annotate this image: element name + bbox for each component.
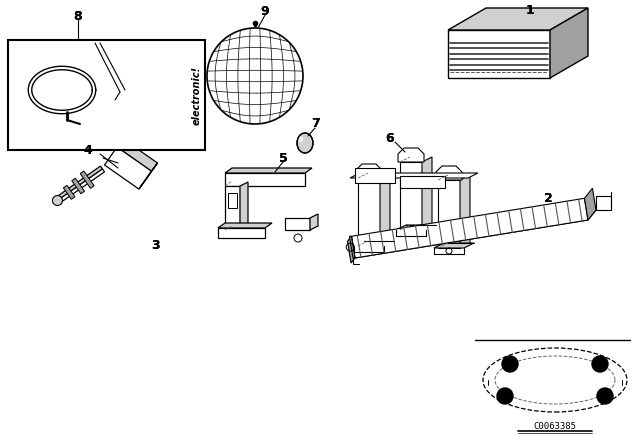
Polygon shape xyxy=(72,178,84,194)
Polygon shape xyxy=(133,53,163,108)
Text: 5: 5 xyxy=(278,151,287,164)
Circle shape xyxy=(207,28,303,124)
Ellipse shape xyxy=(297,133,313,153)
Polygon shape xyxy=(56,166,102,201)
Text: 8: 8 xyxy=(74,9,83,22)
Polygon shape xyxy=(58,169,104,203)
Bar xyxy=(8,40,205,150)
Polygon shape xyxy=(285,218,310,230)
Polygon shape xyxy=(351,198,588,258)
Polygon shape xyxy=(225,168,312,173)
Polygon shape xyxy=(398,148,424,162)
Polygon shape xyxy=(225,186,240,230)
Text: 2: 2 xyxy=(543,191,552,204)
Text: 2: 2 xyxy=(543,191,552,204)
Polygon shape xyxy=(460,175,470,248)
Polygon shape xyxy=(448,8,588,30)
Polygon shape xyxy=(400,162,422,230)
Ellipse shape xyxy=(298,136,303,142)
Polygon shape xyxy=(422,157,432,230)
Polygon shape xyxy=(355,210,596,258)
Polygon shape xyxy=(348,236,355,263)
Polygon shape xyxy=(240,182,248,230)
Polygon shape xyxy=(80,171,94,188)
Text: 7: 7 xyxy=(310,116,319,129)
Text: 8: 8 xyxy=(74,9,83,22)
Polygon shape xyxy=(117,139,157,171)
Text: electronic!: electronic! xyxy=(192,65,202,125)
Polygon shape xyxy=(218,223,272,228)
Polygon shape xyxy=(80,120,90,128)
Text: 3: 3 xyxy=(150,238,159,251)
Text: 4: 4 xyxy=(84,143,92,156)
Polygon shape xyxy=(380,173,390,246)
Polygon shape xyxy=(228,193,237,208)
Polygon shape xyxy=(596,196,611,210)
Text: 6: 6 xyxy=(386,132,394,145)
Circle shape xyxy=(52,195,63,206)
Polygon shape xyxy=(438,180,460,248)
Text: 3: 3 xyxy=(150,238,159,251)
Polygon shape xyxy=(550,8,588,78)
Text: 4: 4 xyxy=(84,143,92,156)
Polygon shape xyxy=(139,163,157,189)
Polygon shape xyxy=(356,164,382,178)
Polygon shape xyxy=(63,185,75,199)
Circle shape xyxy=(592,356,608,372)
Polygon shape xyxy=(355,168,395,183)
Text: 9: 9 xyxy=(260,4,269,17)
Polygon shape xyxy=(448,30,550,78)
Text: 1: 1 xyxy=(525,4,534,17)
Circle shape xyxy=(502,356,518,372)
Polygon shape xyxy=(310,214,318,230)
Text: 1: 1 xyxy=(525,4,534,17)
Polygon shape xyxy=(400,176,445,188)
Polygon shape xyxy=(436,166,462,180)
Polygon shape xyxy=(358,178,380,246)
Text: 9: 9 xyxy=(260,4,269,17)
Polygon shape xyxy=(104,147,152,189)
Text: C0063385: C0063385 xyxy=(534,422,577,431)
Circle shape xyxy=(497,388,513,404)
Polygon shape xyxy=(434,243,474,248)
Polygon shape xyxy=(218,228,265,238)
Polygon shape xyxy=(354,241,394,246)
Polygon shape xyxy=(350,173,478,178)
Text: 6: 6 xyxy=(386,132,394,145)
Polygon shape xyxy=(584,188,596,220)
Text: 7: 7 xyxy=(310,116,319,129)
Polygon shape xyxy=(396,225,436,230)
Circle shape xyxy=(597,388,613,404)
Polygon shape xyxy=(349,236,355,258)
Text: 5: 5 xyxy=(278,151,287,164)
Polygon shape xyxy=(225,173,305,186)
